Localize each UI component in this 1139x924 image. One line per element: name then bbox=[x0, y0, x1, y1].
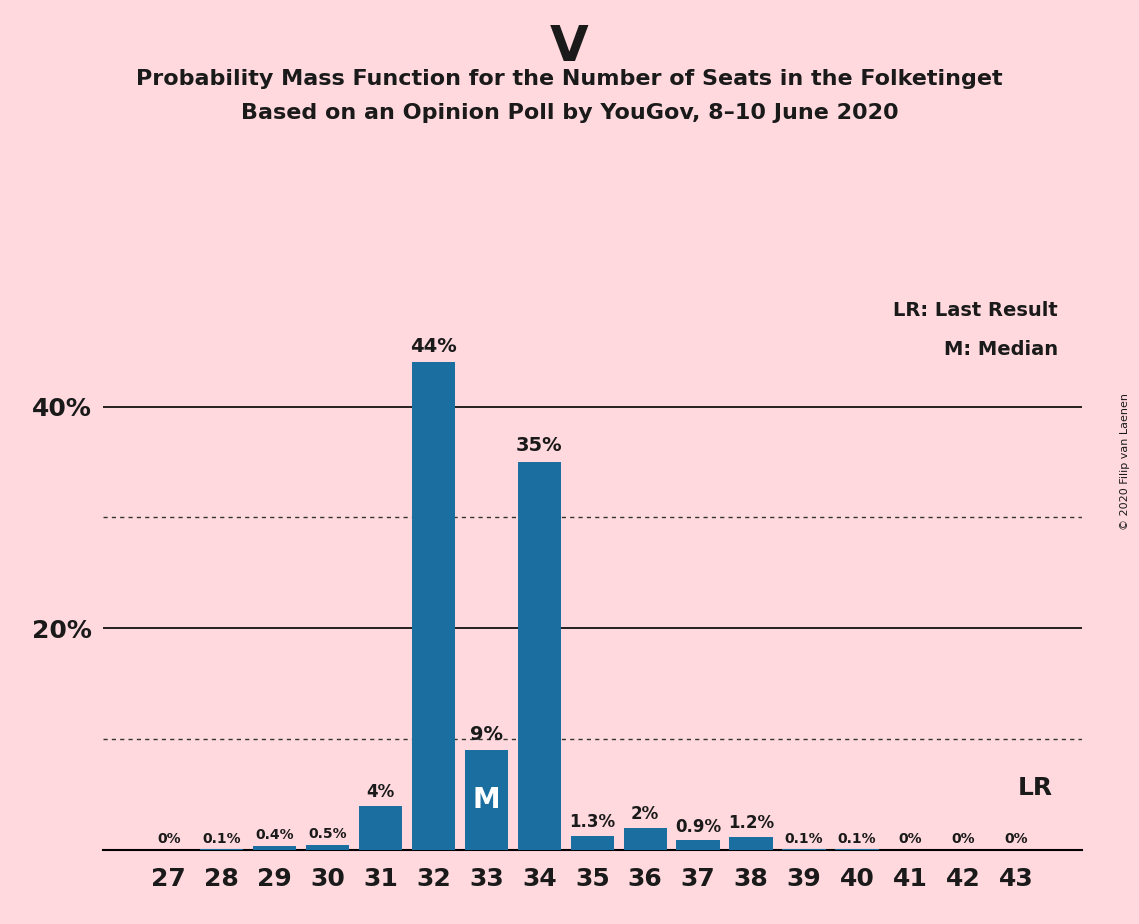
Text: 1.2%: 1.2% bbox=[728, 814, 775, 833]
Bar bbox=[200, 849, 244, 850]
Text: 0.5%: 0.5% bbox=[309, 827, 347, 841]
Bar bbox=[517, 462, 562, 850]
Text: 0%: 0% bbox=[157, 832, 181, 845]
Text: 0.1%: 0.1% bbox=[203, 832, 241, 845]
Text: 0%: 0% bbox=[1003, 832, 1027, 845]
Text: Probability Mass Function for the Number of Seats in the Folketinget: Probability Mass Function for the Number… bbox=[137, 69, 1002, 90]
Text: 0%: 0% bbox=[899, 832, 921, 845]
Text: 0.4%: 0.4% bbox=[255, 828, 294, 843]
Text: 9%: 9% bbox=[470, 724, 503, 744]
Bar bbox=[411, 362, 456, 850]
Text: 2%: 2% bbox=[631, 806, 659, 823]
Bar bbox=[465, 750, 508, 850]
Text: Based on an Opinion Poll by YouGov, 8–10 June 2020: Based on an Opinion Poll by YouGov, 8–10… bbox=[240, 103, 899, 124]
Bar bbox=[253, 845, 296, 850]
Bar bbox=[359, 806, 402, 850]
Text: 4%: 4% bbox=[367, 784, 394, 801]
Text: LR: LR bbox=[1018, 776, 1052, 800]
Text: M: Median: M: Median bbox=[944, 340, 1058, 359]
Text: 0.1%: 0.1% bbox=[837, 832, 876, 845]
Text: © 2020 Filip van Laenen: © 2020 Filip van Laenen bbox=[1120, 394, 1130, 530]
Text: 35%: 35% bbox=[516, 436, 563, 456]
Text: 0%: 0% bbox=[951, 832, 975, 845]
Bar bbox=[623, 828, 667, 850]
Bar bbox=[782, 849, 826, 850]
Text: 0.9%: 0.9% bbox=[675, 818, 721, 835]
Text: 1.3%: 1.3% bbox=[570, 813, 615, 832]
Bar bbox=[571, 835, 614, 850]
Text: M: M bbox=[473, 786, 500, 814]
Bar bbox=[306, 845, 350, 850]
Text: LR: Last Result: LR: Last Result bbox=[893, 301, 1058, 321]
Bar bbox=[835, 849, 878, 850]
Bar bbox=[729, 837, 773, 850]
Text: V: V bbox=[550, 23, 589, 71]
Text: 44%: 44% bbox=[410, 336, 457, 356]
Text: 0.1%: 0.1% bbox=[785, 832, 823, 845]
Bar bbox=[677, 840, 720, 850]
